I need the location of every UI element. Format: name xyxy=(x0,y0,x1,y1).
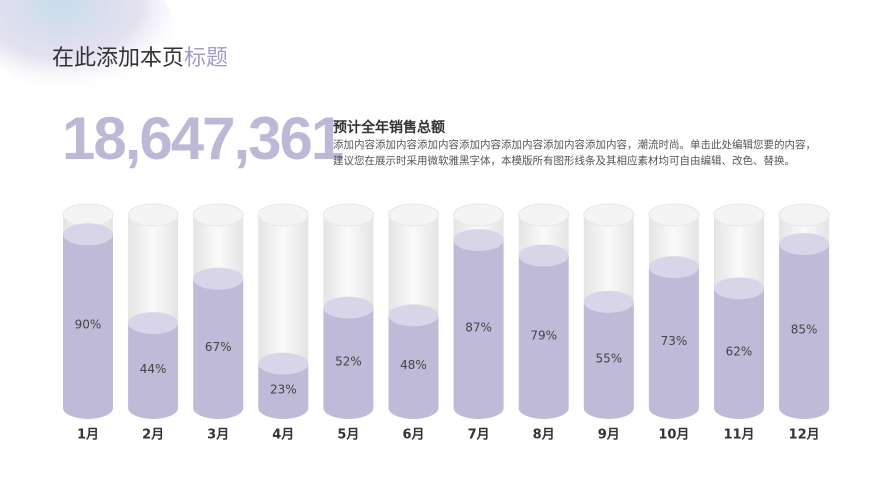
x-tick-label: 11月 xyxy=(723,428,754,443)
cylinder-cap xyxy=(778,203,830,227)
bar xyxy=(323,307,374,408)
cylinder-cap xyxy=(388,203,439,227)
value-label: 23% xyxy=(270,382,297,396)
bar-top xyxy=(779,232,830,255)
value-label: 79% xyxy=(530,328,557,342)
x-tick-label: 6月 xyxy=(402,428,424,443)
x-tick-label: 10月 xyxy=(658,428,689,443)
value-label: 55% xyxy=(595,351,622,365)
bar-top xyxy=(193,267,244,290)
value-label: 52% xyxy=(335,354,362,368)
bar xyxy=(779,243,830,408)
cylinder-glass xyxy=(714,215,764,289)
cylinder-cap xyxy=(257,203,309,227)
bar xyxy=(193,278,244,408)
bar xyxy=(714,288,764,408)
heading: 预计全年销售总额 xyxy=(333,120,445,136)
value-label: 62% xyxy=(726,345,753,359)
slide-title: 在此添加本页标题 xyxy=(52,40,228,72)
bar-top xyxy=(583,290,634,313)
value-label: 85% xyxy=(791,322,818,336)
cylinder-cap xyxy=(518,203,570,227)
cylinder-cap xyxy=(453,203,505,227)
cylinder-cap xyxy=(322,203,374,227)
title-main: 在此添加本页 xyxy=(52,46,185,71)
cylinder-cap xyxy=(62,203,114,227)
value-label: 67% xyxy=(205,340,232,354)
x-tick-label: 4月 xyxy=(272,428,294,443)
bar xyxy=(453,240,504,408)
value-label: 87% xyxy=(465,321,492,335)
bar xyxy=(388,315,439,408)
bar xyxy=(583,301,634,408)
title-accent: 标题 xyxy=(184,46,229,71)
bar-top xyxy=(388,304,439,327)
value-label: 48% xyxy=(400,358,427,372)
cylinder-glass xyxy=(388,215,439,316)
cylinder-cap xyxy=(713,203,765,227)
cylinder-glass xyxy=(258,215,309,364)
cylinder-glass xyxy=(128,215,179,324)
cylinder-cap xyxy=(648,203,700,227)
x-tick-label: 5月 xyxy=(337,428,359,443)
body-text: 添加内容添加内容添加内容添加内容添加内容添加内容添加内容，潮流时尚。单击此处编辑… xyxy=(333,139,816,167)
bar xyxy=(63,234,113,408)
cylinder-cap xyxy=(583,203,635,227)
bar-top xyxy=(714,277,764,300)
big-number: 18,647,361 xyxy=(62,105,344,172)
value-label: 90% xyxy=(75,318,102,332)
cylinder-cap xyxy=(127,203,179,227)
bar-top xyxy=(258,352,309,375)
bar xyxy=(648,267,699,408)
cylinder-glass xyxy=(583,215,634,302)
watercolor xyxy=(0,0,175,95)
bar xyxy=(518,255,569,408)
value-label: 73% xyxy=(661,334,688,348)
value-label: 44% xyxy=(140,362,167,376)
bar-top xyxy=(453,229,504,252)
x-tick-label: 12月 xyxy=(789,428,820,443)
x-tick-label: 9月 xyxy=(598,428,620,443)
cylinder-glass xyxy=(323,215,374,308)
x-tick-label: 1月 xyxy=(77,428,99,443)
x-tick-label: 2月 xyxy=(142,428,164,443)
bar-top xyxy=(63,223,113,246)
bar-top xyxy=(648,256,699,279)
x-tick-label: 8月 xyxy=(533,428,555,443)
x-tick-label: 7月 xyxy=(468,428,490,443)
bar xyxy=(128,323,179,408)
bar-top xyxy=(518,244,569,267)
bar-top xyxy=(323,296,374,319)
bar-top xyxy=(128,312,179,335)
cylinder-cap xyxy=(192,203,244,227)
x-tick-label: 3月 xyxy=(207,428,229,443)
